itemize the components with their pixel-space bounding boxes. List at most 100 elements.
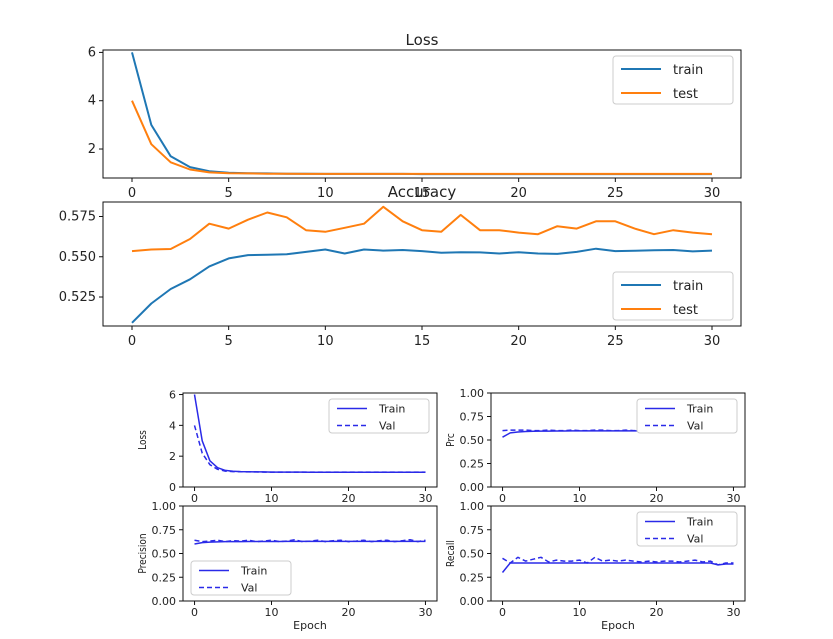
acc-top-series-test	[131, 205, 713, 253]
recall-small-ytick-label: 1.00	[460, 500, 485, 513]
acc-top-xtick-label: 0	[128, 334, 136, 349]
prc-small-legend-box	[636, 398, 738, 434]
loss-top-xtick-label: 10	[317, 186, 334, 201]
recall-small-xlabel: Epoch	[601, 619, 635, 632]
recall-small-xtick-label: 30	[726, 606, 740, 619]
precision-small-legend-label-train: Train	[240, 565, 267, 578]
prc-small-ytick-label: 0.00	[460, 481, 485, 494]
loss-small-frame	[182, 392, 438, 488]
recall-small-legend-label-train: Train	[686, 516, 713, 529]
recall-small-legend-box	[636, 511, 738, 547]
prc-small-panel: 0 10 20 30 0.00 0.25 0.50 0.75 1.00 Prc Train Val	[445, 387, 746, 505]
precision-small-ytick-label: 0.75	[152, 524, 177, 537]
prc-small-legend: Train Val	[636, 398, 738, 434]
precision-small-legend: Train Val	[190, 560, 292, 596]
loss-small-xtick-label: 20	[341, 492, 355, 505]
loss-small-ytick-label: 6	[169, 389, 176, 402]
acc-top-ytick-label: 0.550	[59, 250, 96, 265]
prc-small-ytick-label: 0.75	[460, 411, 485, 424]
loss-top-xtick-label: 0	[128, 186, 136, 201]
recall-small-xtick-label: 20	[649, 606, 663, 619]
loss-top-legend-label-test: test	[673, 87, 698, 102]
acc-top-series-train	[131, 247, 713, 324]
loss-small-legend-label-train: Train	[378, 403, 405, 416]
loss-top-xtick-label: 5	[225, 186, 233, 201]
precision-small-xtick-label: 10	[265, 606, 279, 619]
acc-top-legend: train test	[612, 271, 734, 321]
precision-small-ylabel: Precision	[137, 533, 149, 573]
precision-small-legend-box	[190, 560, 292, 596]
loss-top-xtick-label: 30	[704, 186, 721, 201]
acc-top-legend-label-train: train	[673, 279, 703, 294]
acc-top-xtick-label: 30	[704, 334, 721, 349]
loss-small-ytick-label: 0	[169, 481, 176, 494]
acc-top-xtick-label: 15	[414, 334, 431, 349]
acc-top-ytick-label: 0.575	[59, 209, 96, 224]
loss-small-series-val	[193, 425, 426, 473]
recall-small-xtick-label: 0	[499, 606, 506, 619]
loss-top-panel: 0 5 10 15 20 25 30 2 4 6 Loss train test	[88, 31, 742, 201]
loss-top-title: Loss	[406, 31, 439, 49]
acc-top-ytick-label: 0.525	[59, 290, 96, 305]
acc-top-xtick-label: 20	[510, 334, 527, 349]
precision-small-xtick-label: 30	[418, 606, 432, 619]
loss-top-xtick-label: 15	[414, 186, 431, 201]
loss-top-xtick-label: 25	[607, 186, 624, 201]
acc-top-panel: 0 5 10 15 20 25 30 0.525 0.550 0.575 Accuracy train…	[59, 183, 742, 349]
loss-small-xtick-label: 30	[418, 492, 432, 505]
prc-small-ytick-label: 1.00	[460, 387, 485, 400]
loss-small-legend-label-val: Val	[379, 420, 395, 433]
recall-small-xtick-label: 10	[573, 606, 587, 619]
acc-top-xtick-label: 25	[607, 334, 624, 349]
loss-small-panel: 0 10 20 30 0 2 4 6 Loss Train Val	[137, 389, 438, 505]
recall-small-ytick-label: 0.75	[460, 524, 485, 537]
loss-small-legend: Train Val	[328, 398, 430, 434]
precision-small-xlabel: Epoch	[293, 619, 327, 632]
precision-small-legend-label-val: Val	[241, 582, 257, 595]
precision-small-panel: 0 10 20 30 0.00 0.25 0.50 0.75 1.00 Precision Epoc…	[137, 500, 438, 632]
loss-top-legend-label-train: train	[673, 63, 703, 78]
precision-small-ytick-label: 0.50	[152, 548, 177, 561]
loss-small-ylabel: Loss	[137, 430, 149, 450]
acc-top-legend-label-test: test	[673, 303, 698, 318]
recall-small-ytick-label: 0.00	[460, 595, 485, 608]
loss-top-xtick-label: 20	[510, 186, 527, 201]
prc-small-ytick-label: 0.50	[460, 434, 485, 447]
loss-small-ytick-label: 4	[169, 419, 176, 432]
prc-small-xtick-label: 0	[499, 492, 506, 505]
prc-small-ylabel: Prc	[445, 433, 457, 447]
loss-top-legend: train test	[612, 55, 734, 105]
precision-small-xtick-label: 20	[341, 606, 355, 619]
recall-small-panel: 0 10 20 30 0.00 0.25 0.50 0.75 1.00 Recall Epoch Tr…	[445, 500, 746, 632]
recall-small-ylabel: Recall	[445, 540, 457, 567]
loss-small-xtick-label: 0	[191, 492, 198, 505]
precision-small-ytick-label: 0.00	[152, 595, 177, 608]
recall-small-ytick-label: 0.25	[460, 571, 485, 584]
prc-small-legend-label-train: Train	[686, 403, 713, 416]
prc-small-xtick-label: 30	[726, 492, 740, 505]
prc-small-ytick-label: 0.25	[460, 458, 485, 471]
recall-small-series-val	[502, 556, 734, 566]
recall-small-legend: Train Val	[636, 511, 738, 547]
prc-small-xtick-label: 20	[649, 492, 663, 505]
recall-small-ytick-label: 0.50	[460, 548, 485, 561]
acc-top-xtick-label: 5	[225, 334, 233, 349]
loss-top-series-test	[131, 100, 712, 175]
loss-small-ytick-label: 2	[169, 450, 176, 463]
precision-small-ytick-label: 1.00	[152, 500, 177, 513]
precision-small-xtick-label: 0	[191, 606, 198, 619]
precision-small-series-val	[194, 538, 426, 543]
loss-top-ytick-label: 2	[88, 142, 96, 157]
precision-small-ytick-label: 0.25	[152, 571, 177, 584]
prc-small-xtick-label: 10	[573, 492, 587, 505]
loss-small-legend-box	[328, 398, 430, 434]
loss-top-ytick-label: 6	[88, 45, 96, 60]
loss-small-xtick-label: 10	[265, 492, 279, 505]
loss-top-ytick-label: 4	[88, 94, 96, 109]
prc-small-legend-label-val: Val	[687, 420, 703, 433]
recall-small-legend-label-val: Val	[687, 533, 703, 546]
acc-top-title: Accuracy	[388, 183, 457, 201]
acc-top-xtick-label: 10	[317, 334, 334, 349]
recall-small-series-train	[501, 562, 734, 573]
